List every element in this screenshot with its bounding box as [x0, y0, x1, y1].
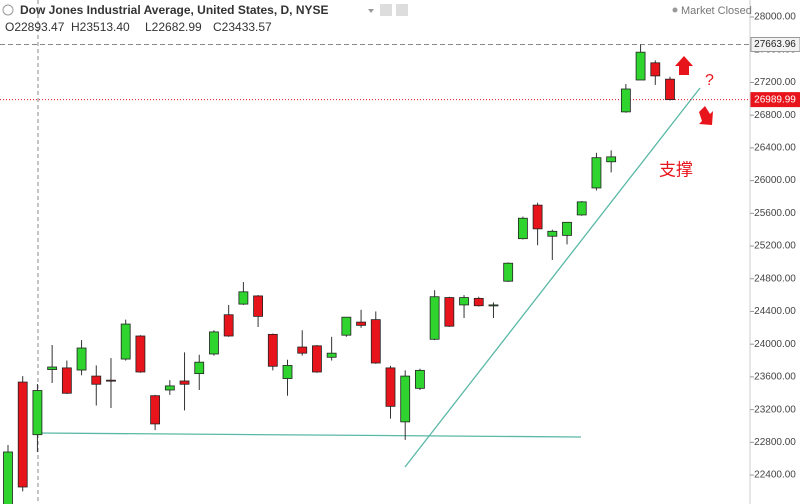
- ohlc-high: H23513.40: [71, 20, 130, 34]
- candle-body: [17, 381, 28, 488]
- price-label: 26989.99: [754, 94, 796, 105]
- header: Dow Jones Industrial Average, United Sta…: [2, 3, 752, 34]
- price-label-box: [750, 92, 800, 108]
- candle-body: [326, 352, 337, 358]
- candle-body: [473, 297, 484, 307]
- candle-body: [400, 375, 411, 423]
- y-tick-label: 22800.00: [754, 437, 796, 448]
- candle-body: [253, 295, 263, 317]
- y-tick-label: 25200.00: [754, 241, 796, 252]
- price-label: 27663.96: [754, 39, 796, 50]
- candle-body: [532, 204, 543, 230]
- candle-body: [120, 323, 131, 360]
- ohlc-low: L22682.99: [145, 20, 202, 34]
- y-tick-label: 26400.00: [754, 143, 796, 154]
- price-label-box: [750, 36, 800, 52]
- candle-body: [562, 221, 572, 236]
- ohlc-open: O22893.47: [5, 20, 65, 34]
- candle-body: [267, 333, 278, 367]
- y-tick-label: 26800.00: [754, 110, 796, 121]
- y-tick-label: 22400.00: [754, 470, 796, 481]
- y-tick-label: 28000.00: [754, 12, 796, 23]
- status-dot: [672, 7, 678, 13]
- symbol-title: Dow Jones Industrial Average, United Sta…: [20, 3, 329, 17]
- candle-body: [47, 366, 58, 370]
- candle-body: [194, 361, 205, 375]
- candle-body: [238, 291, 249, 305]
- candle-body: [385, 367, 396, 407]
- candle-body: [415, 369, 425, 389]
- candle-body: [665, 78, 675, 101]
- candle-body: [164, 385, 175, 391]
- candle-body: [135, 335, 146, 373]
- candle-body: [503, 262, 514, 282]
- annotation-support: 支撑: [659, 160, 693, 179]
- y-tick-label: 25600.00: [754, 208, 796, 219]
- candle-body: [297, 346, 308, 354]
- arrow-up: [675, 56, 693, 75]
- compare-button[interactable]: [396, 4, 408, 16]
- candle-body: [150, 395, 161, 425]
- candle-body: [606, 156, 617, 163]
- candle-body: [312, 345, 322, 373]
- y-tick-label: 27200.00: [754, 77, 796, 88]
- candle-body: [650, 62, 661, 77]
- candle-body: [517, 217, 528, 240]
- candle-body: [223, 314, 234, 337]
- candle-body: [429, 296, 440, 340]
- candle-body: [32, 390, 43, 436]
- y-tick-label: 26000.00: [754, 175, 796, 186]
- y-tick-label: 24400.00: [754, 306, 796, 317]
- y-tick-label: 24800.00: [754, 273, 796, 284]
- candle-body: [91, 375, 102, 385]
- candle-body: [76, 347, 87, 371]
- settings-button[interactable]: [380, 4, 392, 16]
- candle-body: [341, 316, 352, 336]
- candle-body: [356, 321, 366, 326]
- annotation-question: ?: [705, 72, 714, 89]
- market-status: Market Closed: [681, 5, 752, 17]
- y-tick-label: 23600.00: [754, 372, 796, 383]
- candle-body: [547, 230, 558, 237]
- candle-body: [591, 157, 602, 189]
- candle-body: [488, 304, 499, 307]
- candle-body: [444, 297, 455, 327]
- candle-body: [459, 297, 469, 306]
- ohlc-close: C23433.57: [213, 20, 272, 34]
- candle-body: [370, 319, 381, 364]
- dropdown-icon[interactable]: [368, 9, 374, 13]
- candle-body: [179, 380, 190, 385]
- y-tick-label: 24000.00: [754, 339, 796, 350]
- collapse-icon[interactable]: [2, 4, 14, 16]
- candle-body: [282, 365, 293, 379]
- plot-area: [0, 0, 750, 504]
- trend-line: [404, 87, 701, 468]
- candle-body: [576, 201, 587, 216]
- candle-body: [3, 451, 13, 504]
- support-line: [37, 432, 582, 438]
- candle-body: [635, 51, 646, 81]
- candle-body: [61, 367, 72, 394]
- candle-body: [106, 379, 116, 382]
- candle-body: [620, 88, 631, 113]
- candle-body: [209, 331, 219, 355]
- y-tick-label: 23200.00: [754, 404, 796, 415]
- arrow-down: [699, 106, 713, 125]
